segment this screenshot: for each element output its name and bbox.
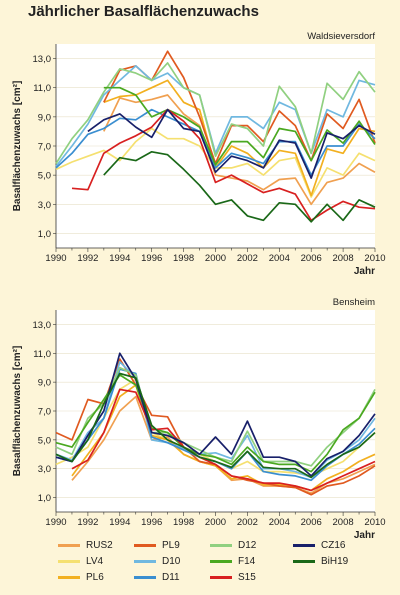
y-tick-label: 1,0 (38, 229, 51, 240)
x-tick-label: 1998 (173, 517, 194, 528)
legend-swatch (58, 544, 80, 547)
y-tick-label: 11,0 (33, 83, 51, 94)
x-axis-label: Jahr (354, 266, 375, 277)
legend-item-d10: D10 (134, 556, 180, 567)
legend-label: S15 (238, 572, 256, 583)
chart-panel-1: 1,0 3,0 5,0 7,0 9,0 11,0 13,0 1990 1992 1994 1996 1… (12, 297, 386, 540)
charts-canvas: 1,0 3,0 5,0 7,0 9,0 11,0 13,0 1990 1992 1994 1996 1… (12, 31, 386, 540)
y-tick-label: 3,0 (38, 200, 51, 211)
legend-item-pl9: PL9 (134, 540, 180, 551)
page-title: Jährlicher Basalflächenzuwachs (28, 3, 259, 20)
legend-item-d11: D11 (134, 572, 180, 583)
series-line-f14 (103, 86, 376, 166)
y-axis-label: Basalflächenzuwachs [cm²] (12, 81, 23, 212)
x-tick-label: 2004 (269, 253, 290, 264)
chart-panel-0: 1,0 3,0 5,0 7,0 9,0 11,0 13,0 1990 1992 1994 1996 1… (12, 31, 386, 277)
legend-label: D12 (238, 540, 257, 551)
y-axis-label: Basalflächenzuwachs [cm²] (12, 346, 23, 477)
x-tick-label: 1992 (77, 517, 98, 528)
legend-swatch (210, 560, 232, 563)
x-tick-label: 2004 (269, 517, 290, 528)
y-tick-label: 7,0 (38, 407, 51, 418)
x-tick-label: 1990 (45, 517, 66, 528)
series-line-cz16 (55, 352, 376, 477)
legend-item-bih19: BiH19 (293, 556, 348, 567)
legend-item-lv4: LV4 (58, 556, 103, 567)
series-line-d11 (55, 108, 376, 176)
legend-item-s15: S15 (210, 572, 256, 583)
legend-swatch (293, 560, 315, 563)
legend-swatch (58, 560, 80, 563)
legend-label: CZ16 (321, 540, 346, 551)
legend-item-pl6: PL6 (58, 572, 104, 583)
x-tick-label: 2002 (237, 517, 258, 528)
legend-label: D11 (162, 572, 180, 583)
y-tick-label: 9,0 (38, 378, 51, 389)
series-line-s15 (71, 388, 376, 492)
x-tick-label: 1994 (109, 253, 130, 264)
legend: RUS2 LV4 PL6 PL9 D10 D11 D12 F14 S15 CZ16 BiH19 (58, 540, 388, 590)
legend-label: PL9 (162, 540, 180, 551)
legend-label: PL6 (86, 572, 104, 583)
legend-item-f14: F14 (210, 556, 255, 567)
series-line-cz16 (87, 108, 376, 179)
legend-label: BiH19 (321, 556, 349, 567)
x-tick-label: 2010 (364, 517, 385, 528)
series-line-bih19 (55, 372, 376, 479)
x-tick-label: 2008 (333, 253, 354, 264)
legend-label: F14 (238, 556, 256, 567)
y-tick-label: 3,0 (38, 464, 51, 475)
x-tick-label: 2008 (333, 517, 354, 528)
legend-swatch (134, 560, 156, 563)
y-tick-label: 5,0 (38, 435, 51, 446)
series-line-bih19 (103, 150, 376, 223)
legend-label: LV4 (86, 556, 104, 567)
x-tick-label: 2006 (301, 253, 322, 264)
y-tick-label: 7,0 (38, 142, 51, 153)
x-tick-label: 2000 (205, 253, 226, 264)
legend-swatch (210, 544, 232, 547)
chart-subtitle: Waldsieversdorf (307, 31, 375, 42)
legend-item-cz16: CZ16 (293, 540, 345, 551)
legend-label: RUS2 (86, 540, 113, 551)
legend-swatch (210, 576, 232, 579)
series-line-s15 (71, 108, 376, 222)
x-tick-label: 2000 (205, 517, 226, 528)
series-line-pl6 (103, 79, 376, 197)
legend-item-rus2: RUS2 (58, 540, 113, 551)
y-tick-label: 9,0 (38, 112, 51, 123)
x-tick-label: 2010 (364, 253, 385, 264)
x-tick-label: 1998 (173, 253, 194, 264)
legend-label: D10 (162, 556, 181, 567)
x-tick-label: 1996 (141, 517, 162, 528)
x-tick-label: 2002 (237, 253, 258, 264)
x-tick-label: 1990 (45, 253, 66, 264)
legend-swatch (134, 544, 156, 547)
x-axis-label: Jahr (354, 530, 375, 540)
legend-swatch (58, 576, 80, 579)
y-tick-label: 13,0 (33, 54, 52, 65)
x-tick-label: 2006 (301, 517, 322, 528)
y-tick-label: 5,0 (38, 171, 51, 182)
series-line-pl6 (71, 384, 376, 492)
x-tick-label: 1994 (109, 517, 130, 528)
legend-swatch (134, 576, 156, 579)
series-line-d12 (55, 62, 376, 164)
x-tick-label: 1996 (141, 253, 162, 264)
x-tick-label: 1992 (77, 253, 98, 264)
chart-subtitle: Bensheim (333, 297, 375, 308)
legend-swatch (293, 544, 315, 547)
legend-item-d12: D12 (210, 540, 256, 551)
y-tick-label: 1,0 (38, 493, 51, 504)
y-tick-label: 13,0 (33, 320, 52, 331)
y-tick-label: 11,0 (33, 349, 51, 360)
